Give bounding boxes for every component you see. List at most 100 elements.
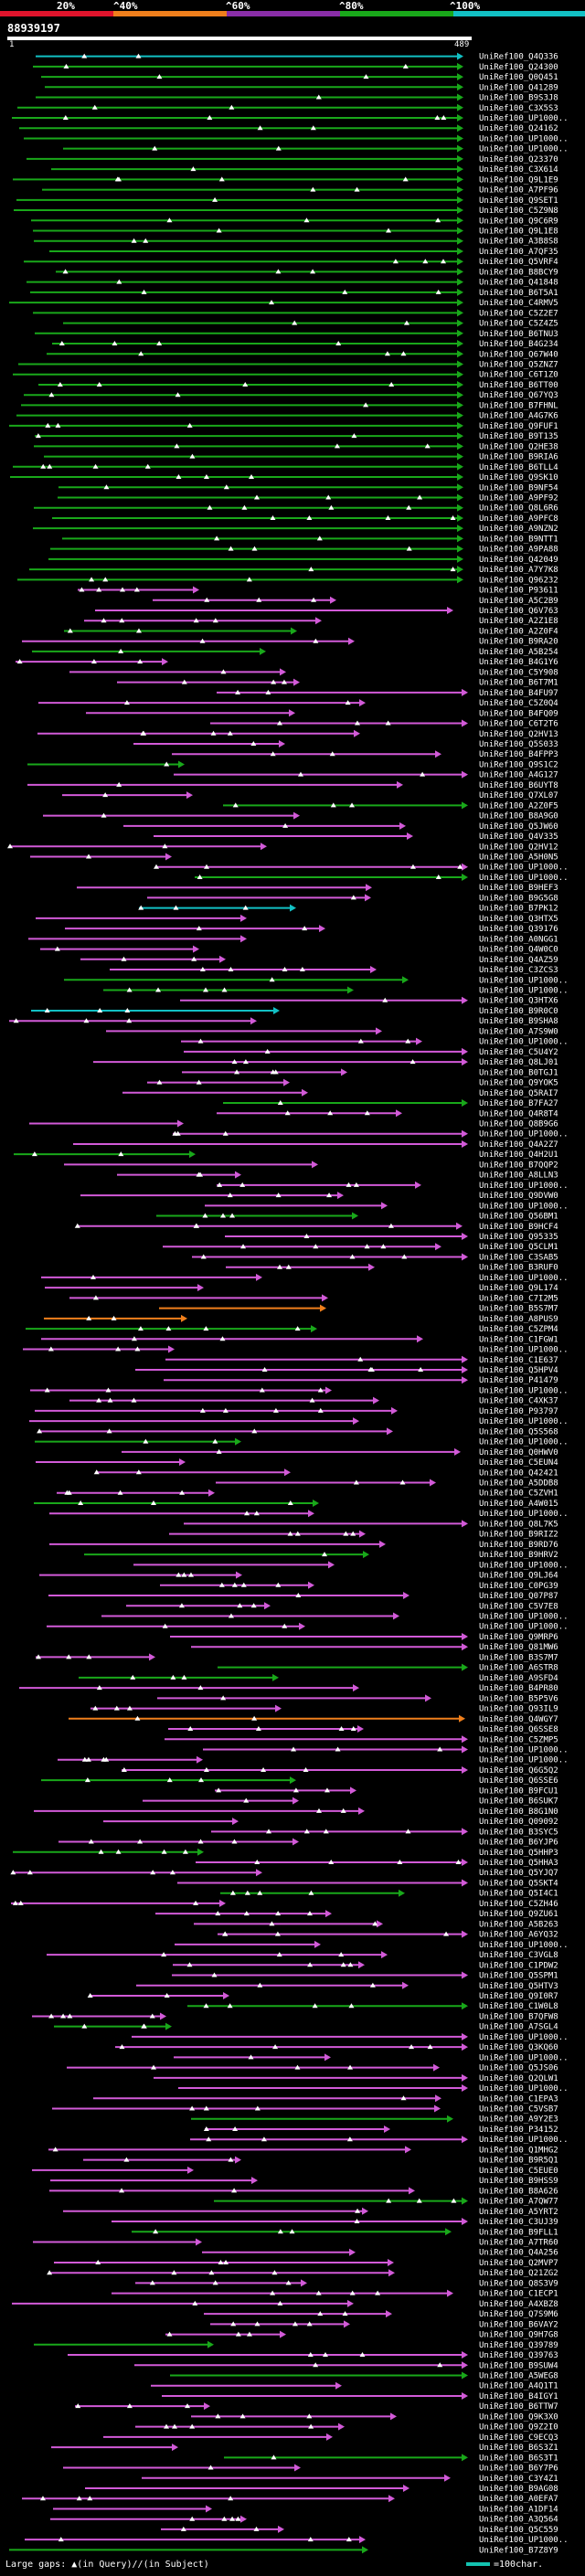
hit-label[interactable]: UniRef100_A2Z1E8 [479,617,558,626]
hit-label[interactable]: UniRef100_B9NTT1 [479,535,558,544]
hit-label[interactable]: UniRef100_Q5YJQ7 [479,1869,558,1878]
hit-label[interactable]: UniRef100_Q5HHA3 [479,1859,558,1868]
hit-label[interactable]: UniRef100_A2Z0F5 [479,801,558,811]
hit-label[interactable]: UniRef100_B3S7M7 [479,1653,558,1662]
hit-label[interactable]: UniRef100_B6S3Z1 [479,2443,558,2453]
hit-label[interactable]: UniRef100_B6T5A1 [479,289,558,298]
hit-label[interactable]: UniRef100_Q5I4C1 [479,1890,558,1899]
hit-label[interactable]: UniRef100_A4G7K6 [479,412,558,421]
hit-label[interactable]: UniRef100_B9NF54 [479,483,558,493]
hit-label[interactable]: UniRef100_Q4A2Z7 [479,1140,558,1150]
hit-label[interactable]: UniRef100_A2Z0F4 [479,627,558,636]
hit-label[interactable]: UniRef100_Q4WGY7 [479,1715,558,1724]
hit-label[interactable]: UniRef100_Q24300 [479,63,558,72]
hit-label[interactable]: UniRef100_B9FCU1 [479,1786,558,1796]
hit-label[interactable]: UniRef100_A7Y7K8 [479,566,558,575]
hit-label[interactable]: UniRef100_Q9LJ64 [479,1572,558,1581]
hit-label[interactable]: UniRef100_UP1000.. [479,987,569,996]
hit-label[interactable]: UniRef100_Q9Z2I0 [479,2423,558,2433]
hit-label[interactable]: UniRef100_C1ECP1 [479,2290,558,2299]
hit-label[interactable]: UniRef100_B5P5V6 [479,1694,558,1703]
hit-label[interactable]: UniRef100_Q5RAI7 [479,1089,558,1098]
hit-label[interactable]: UniRef100_B9AG08 [479,2485,558,2494]
hit-label[interactable]: UniRef100_Q2HE38 [479,442,558,451]
hit-label[interactable]: UniRef100_C3SAB5 [479,1253,558,1262]
hit-label[interactable]: UniRef100_Q41289 [479,83,558,92]
hit-label[interactable]: UniRef100_Q6SSE8 [479,1725,558,1734]
hit-label[interactable]: UniRef100_A0NGG1 [479,935,558,944]
hit-label[interactable]: UniRef100_A7PF96 [479,186,558,196]
hit-label[interactable]: UniRef100_Q5C559 [479,2526,558,2535]
hit-label[interactable]: UniRef100_UP1000.. [479,1038,569,1047]
hit-label[interactable]: UniRef100_B4IGY1 [479,2392,558,2401]
hit-label[interactable]: UniRef100_C4XK37 [479,1397,558,1406]
hit-label[interactable]: UniRef100_A5WEG8 [479,2371,558,2380]
hit-label[interactable]: UniRef100_Q9K3X0 [479,2412,558,2422]
hit-label[interactable]: UniRef100_Q4AZ59 [479,956,558,965]
hit-label[interactable]: UniRef100_Q8B9G6 [479,1119,558,1129]
hit-label[interactable]: UniRef100_C1EPA3 [479,2094,558,2104]
hit-label[interactable]: UniRef100_B7QQP2 [479,1161,558,1170]
hit-label[interactable]: UniRef100_B7QFW8 [479,2012,558,2021]
hit-label[interactable]: UniRef100_UP1000.. [479,114,569,123]
hit-label[interactable]: UniRef100_C5VSB7 [479,2105,558,2115]
hit-label[interactable]: UniRef100_Q2HV12 [479,843,558,852]
hit-label[interactable]: UniRef100_UP1000.. [479,1202,569,1211]
hit-label[interactable]: UniRef100_Q3HTX6 [479,997,558,1006]
hit-label[interactable]: UniRef100_C5Z0Q4 [479,699,558,708]
hit-label[interactable]: UniRef100_A7S9W0 [479,1027,558,1036]
hit-label[interactable]: UniRef100_A7QW77 [479,2198,558,2207]
hit-label[interactable]: UniRef100_B9HCF4 [479,1223,558,1232]
hit-label[interactable]: UniRef100_P41479 [479,1376,558,1385]
hit-label[interactable]: UniRef100_Q4A256 [479,2249,558,2258]
hit-label[interactable]: UniRef100_Q39763 [479,2351,558,2360]
hit-label[interactable]: UniRef100_C9ECQ3 [479,2433,558,2443]
hit-label[interactable]: UniRef100_Q9L174 [479,1284,558,1293]
hit-label[interactable]: UniRef100_Q5HHP3 [479,1849,558,1858]
hit-label[interactable]: UniRef100_B6UYT8 [479,781,558,790]
hit-label[interactable]: UniRef100_B9RA20 [479,638,558,647]
hit-label[interactable]: UniRef100_A4XBZ8 [479,2300,558,2309]
hit-label[interactable]: UniRef100_B4FPP3 [479,750,558,759]
hit-label[interactable]: UniRef100_Q5VRF4 [479,258,558,267]
hit-label[interactable]: UniRef100_Q5JW60 [479,822,558,832]
hit-label[interactable]: UniRef100_B6TNU3 [479,330,558,339]
hit-label[interactable]: UniRef100_B8G1N0 [479,1807,558,1817]
hit-label[interactable]: UniRef100_Q5JS06 [479,2064,558,2073]
hit-label[interactable]: UniRef100_Q67W40 [479,350,558,359]
hit-label[interactable]: UniRef100_B6YJP6 [479,1839,558,1848]
hit-label[interactable]: UniRef100_A5B254 [479,648,558,657]
hit-label[interactable]: UniRef100_A4G127 [479,771,558,780]
hit-label[interactable]: UniRef100_B9T135 [479,432,558,441]
hit-label[interactable]: UniRef100_A0EFA7 [479,2495,558,2504]
hit-label[interactable]: UniRef100_A5DDB8 [479,1479,558,1489]
hit-label[interactable]: UniRef100_UP1000.. [479,2084,569,2094]
hit-label[interactable]: UniRef100_B7PK12 [479,905,558,914]
hit-label[interactable]: UniRef100_C5Z4Z5 [479,320,558,329]
hit-label[interactable]: UniRef100_Q81MW6 [479,1643,558,1652]
hit-label[interactable]: UniRef100_Q4R8T4 [479,1109,558,1118]
hit-label[interactable]: UniRef100_Q4H2U1 [479,1150,558,1160]
hit-label[interactable]: UniRef100_A1DF14 [479,2505,558,2514]
hit-label[interactable]: UniRef100_C3ZCS3 [479,966,558,975]
hit-label[interactable]: UniRef100_Q4Q336 [479,53,558,62]
hit-label[interactable]: UniRef100_Q42049 [479,556,558,565]
hit-label[interactable]: UniRef100_C3UJ39 [479,2218,558,2227]
hit-label[interactable]: UniRef100_A7SGL4 [479,2023,558,2032]
hit-label[interactable]: UniRef100_B9S3J8 [479,94,558,103]
hit-label[interactable]: UniRef100_Q7S9M6 [479,2310,558,2319]
hit-label[interactable]: UniRef100_C5EUN4 [479,1458,558,1468]
hit-label[interactable]: UniRef100_Q0HWV0 [479,1448,558,1458]
hit-label[interactable]: UniRef100_UP1000.. [479,864,569,873]
hit-label[interactable]: UniRef100_C7I2M5 [479,1294,558,1303]
hit-label[interactable]: UniRef100_A9PFC8 [479,514,558,524]
hit-label[interactable]: UniRef100_B7FA27 [479,1099,558,1108]
hit-label[interactable]: UniRef100_A5YRT2 [479,2208,558,2217]
hit-label[interactable]: UniRef100_B9G5G8 [479,894,558,903]
hit-label[interactable]: UniRef100_A9PF92 [479,493,558,503]
hit-label[interactable]: UniRef100_B9R5Q1 [479,2157,558,2166]
hit-label[interactable]: UniRef100_UP1000.. [479,1346,569,1355]
hit-label[interactable]: UniRef100_A7TR60 [479,2239,558,2248]
hit-label[interactable]: UniRef100_Q9DVW0 [479,1192,558,1201]
hit-label[interactable]: UniRef100_Q2HV13 [479,730,558,739]
